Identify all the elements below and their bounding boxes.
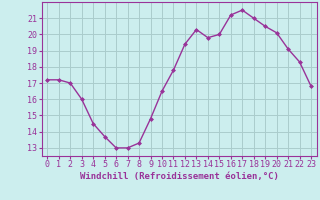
X-axis label: Windchill (Refroidissement éolien,°C): Windchill (Refroidissement éolien,°C) bbox=[80, 172, 279, 181]
